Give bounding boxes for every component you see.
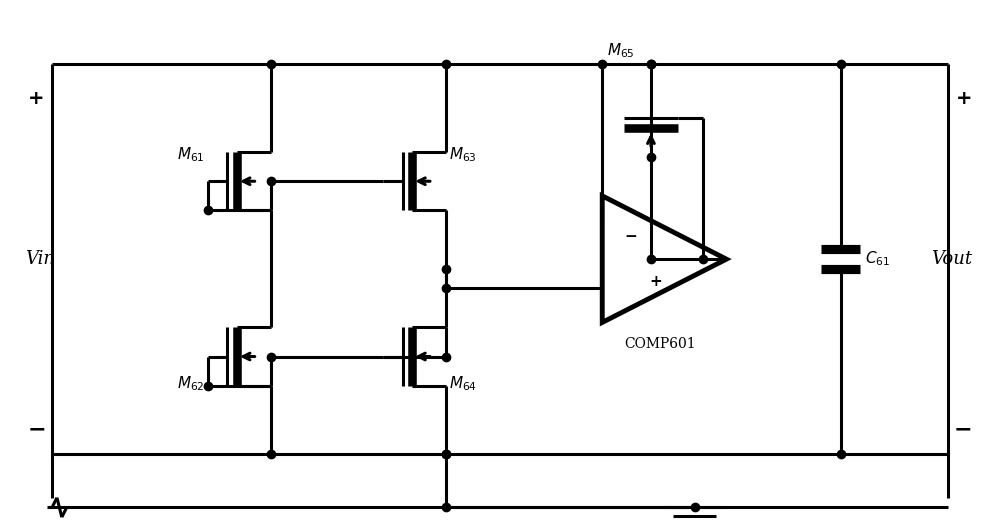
Text: $M_{61}$: $M_{61}$ (177, 145, 205, 163)
Text: −: − (28, 419, 46, 440)
Text: $M_{62}$: $M_{62}$ (177, 374, 205, 393)
Text: $C_{61}$: $C_{61}$ (865, 250, 890, 269)
Text: Vout: Vout (931, 250, 972, 268)
Text: +: + (956, 89, 972, 108)
Text: +: + (28, 89, 44, 108)
Text: −: − (954, 419, 972, 440)
Text: Vin: Vin (25, 250, 55, 268)
Text: +: + (650, 274, 662, 289)
Text: −: − (625, 230, 638, 244)
Text: COMP601: COMP601 (624, 337, 696, 351)
Text: $M_{64}$: $M_{64}$ (449, 374, 477, 393)
Text: $M_{63}$: $M_{63}$ (449, 145, 477, 163)
Text: $M_{65}$: $M_{65}$ (607, 41, 635, 60)
